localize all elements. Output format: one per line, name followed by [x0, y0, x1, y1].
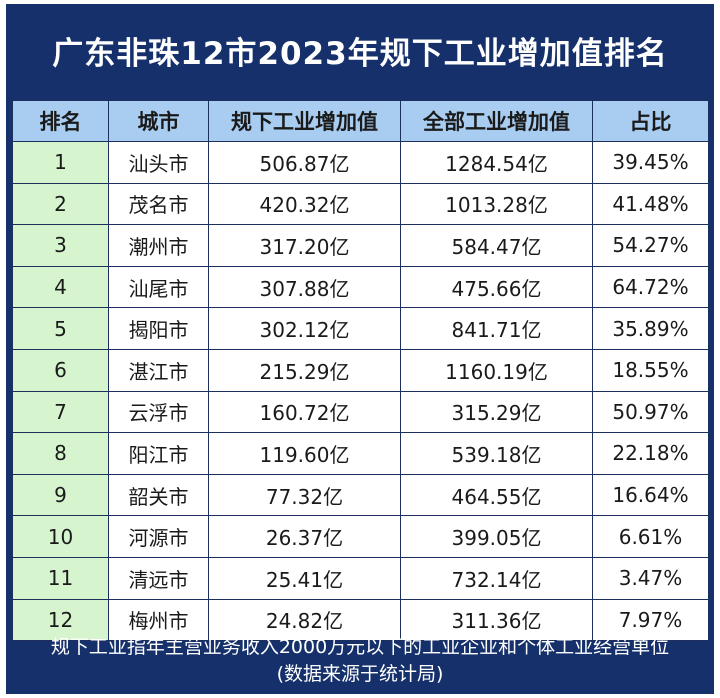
infographic-frame: 广东非珠12市2023年规下工业增加值排名 排名 城市 规下工业增加值 全部工业…: [6, 4, 714, 694]
ratio-cell: 16.64%: [592, 473, 709, 517]
rank-cell: 12: [12, 598, 109, 642]
table-row: 12 梅州市 24.82亿 311.36亿 7.97%: [12, 598, 709, 642]
city-cell: 茂名市: [108, 182, 209, 226]
header-rank: 排名: [12, 100, 109, 142]
ranking-table: 排名 城市 规下工业增加值 全部工业增加值 占比 1 汕头市 506.87亿 1284…: [12, 100, 709, 642]
small-value-cell: 24.82亿: [208, 598, 401, 642]
header-city: 城市: [108, 100, 209, 142]
header-ratio: 占比: [592, 100, 709, 142]
total-value-cell: 1160.19亿: [400, 348, 593, 392]
table-body: 1 汕头市 506.87亿 1284.54亿 39.45% 2 茂名市 420.32亿 1013…: [12, 141, 709, 642]
ratio-cell: 7.97%: [592, 598, 709, 642]
rank-cell: 9: [12, 473, 109, 517]
ratio-cell: 50.97%: [592, 390, 709, 434]
table-row: 4 汕尾市 307.88亿 475.66亿 64.72%: [12, 265, 709, 309]
total-value-cell: 584.47亿: [400, 224, 593, 267]
small-value-cell: 302.12亿: [208, 307, 401, 350]
small-value-cell: 77.32亿: [208, 473, 401, 517]
total-value-cell: 315.29亿: [400, 390, 593, 434]
footer-definition: 规下工业指年主营业务收入2000万元以下的工业企业和个体工业经营单位: [50, 636, 670, 658]
table-row: 9 韶关市 77.32亿 464.55亿 16.64%: [12, 473, 709, 517]
city-cell: 潮州市: [108, 224, 209, 267]
ratio-cell: 41.48%: [592, 182, 709, 226]
city-cell: 汕尾市: [108, 265, 209, 309]
small-value-cell: 307.88亿: [208, 265, 401, 309]
total-value-cell: 841.71亿: [400, 307, 593, 350]
small-value-cell: 26.37亿: [208, 515, 401, 558]
total-value-cell: 475.66亿: [400, 265, 593, 309]
table-row: 6 湛江市 215.29亿 1160.19亿 18.55%: [12, 348, 709, 392]
rank-cell: 10: [12, 515, 109, 558]
ratio-cell: 3.47%: [592, 556, 709, 600]
total-value-cell: 399.05亿: [400, 515, 593, 558]
table-row: 8 阳江市 119.60亿 539.18亿 22.18%: [12, 432, 709, 475]
total-value-cell: 311.36亿: [400, 598, 593, 642]
city-cell: 湛江市: [108, 348, 209, 392]
city-cell: 云浮市: [108, 390, 209, 434]
total-value-cell: 539.18亿: [400, 432, 593, 475]
table-row: 5 揭阳市 302.12亿 841.71亿 35.89%: [12, 307, 709, 350]
total-value-cell: 464.55亿: [400, 473, 593, 517]
small-value-cell: 160.72亿: [208, 390, 401, 434]
rank-cell: 8: [12, 432, 109, 475]
rank-cell: 4: [12, 265, 109, 309]
rank-cell: 7: [12, 390, 109, 434]
rank-cell: 1: [12, 141, 109, 184]
header-total-industry-value: 全部工业增加值: [400, 100, 593, 142]
small-value-cell: 215.29亿: [208, 348, 401, 392]
table-row: 1 汕头市 506.87亿 1284.54亿 39.45%: [12, 141, 709, 184]
table-row: 3 潮州市 317.20亿 584.47亿 54.27%: [12, 224, 709, 267]
city-cell: 韶关市: [108, 473, 209, 517]
table-row: 2 茂名市 420.32亿 1013.28亿 41.48%: [12, 182, 709, 226]
total-value-cell: 732.14亿: [400, 556, 593, 600]
city-cell: 清远市: [108, 556, 209, 600]
table-header-row: 排名 城市 规下工业增加值 全部工业增加值 占比: [12, 100, 709, 142]
city-cell: 河源市: [108, 515, 209, 558]
ratio-cell: 18.55%: [592, 348, 709, 392]
table-row: 10 河源市 26.37亿 399.05亿 6.61%: [12, 515, 709, 558]
total-value-cell: 1013.28亿: [400, 182, 593, 226]
total-value-cell: 1284.54亿: [400, 141, 593, 184]
footer-note: 规下工业指年主营业务收入2000万元以下的工业企业和个体工业经营单位 (数据来源…: [6, 634, 714, 694]
city-cell: 梅州市: [108, 598, 209, 642]
page-title: 广东非珠12市2023年规下工业增加值排名: [52, 35, 668, 72]
small-value-cell: 506.87亿: [208, 141, 401, 184]
rank-cell: 6: [12, 348, 109, 392]
small-value-cell: 25.41亿: [208, 556, 401, 600]
city-cell: 阳江市: [108, 432, 209, 475]
ratio-cell: 64.72%: [592, 265, 709, 309]
ratio-cell: 22.18%: [592, 432, 709, 475]
small-value-cell: 317.20亿: [208, 224, 401, 267]
rank-cell: 5: [12, 307, 109, 350]
table-row: 11 清远市 25.41亿 732.14亿 3.47%: [12, 556, 709, 600]
ratio-cell: 6.61%: [592, 515, 709, 558]
rank-cell: 2: [12, 182, 109, 226]
table-row: 7 云浮市 160.72亿 315.29亿 50.97%: [12, 390, 709, 434]
small-value-cell: 420.32亿: [208, 182, 401, 226]
small-value-cell: 119.60亿: [208, 432, 401, 475]
footer-source: (数据来源于统计局): [276, 663, 444, 685]
ratio-cell: 54.27%: [592, 224, 709, 267]
rank-cell: 11: [12, 556, 109, 600]
city-cell: 揭阳市: [108, 307, 209, 350]
ratio-cell: 39.45%: [592, 141, 709, 184]
ratio-cell: 35.89%: [592, 307, 709, 350]
rank-cell: 3: [12, 224, 109, 267]
city-cell: 汕头市: [108, 141, 209, 184]
header-small-industry-value: 规下工业增加值: [208, 100, 401, 142]
